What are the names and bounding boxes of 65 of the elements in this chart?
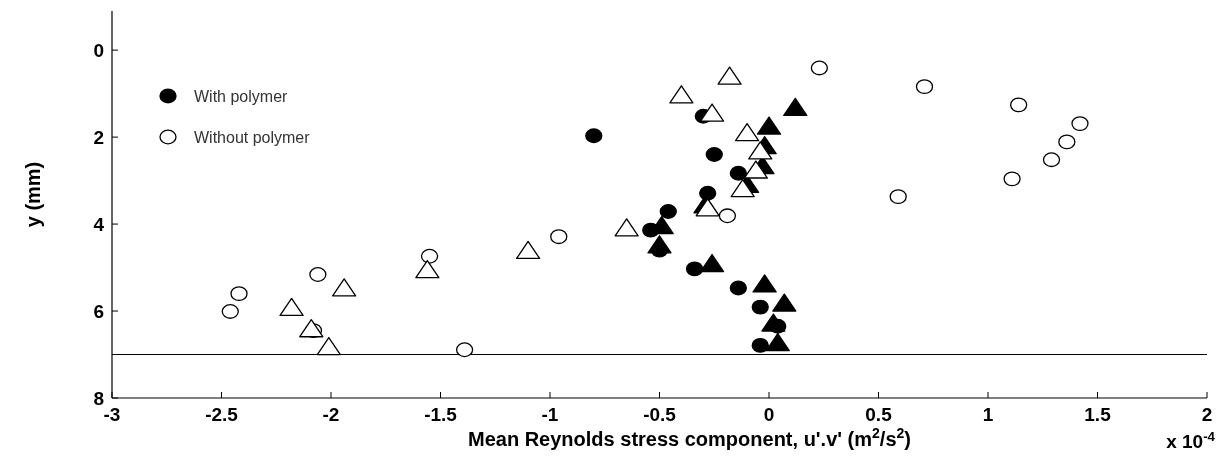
point <box>515 240 541 260</box>
point <box>761 313 786 332</box>
point <box>550 229 568 245</box>
x-tick-label: -2 <box>322 404 340 425</box>
point <box>614 218 639 237</box>
point <box>1010 97 1028 113</box>
x-axis-title: Mean Reynolds stress component, u'.v' (m$^{2}$/s$^{2}$) <box>468 425 911 450</box>
point <box>729 165 747 181</box>
legend-label: With polymer <box>194 87 289 105</box>
point <box>420 248 439 264</box>
point <box>717 66 742 85</box>
legend-label: Without polymer <box>194 128 311 146</box>
x-tick-label: 1.5 <box>1084 404 1112 425</box>
point <box>585 128 603 144</box>
x-tick-label: -1 <box>541 404 559 425</box>
point <box>730 179 755 198</box>
y-tick-label: 8 <box>93 387 104 409</box>
point <box>647 235 672 254</box>
x-tick-label: 0 <box>763 404 775 425</box>
y-tick-label: 2 <box>93 126 104 148</box>
point <box>889 189 907 205</box>
y-tick-label: 4 <box>93 213 105 235</box>
point <box>455 342 474 358</box>
point <box>729 280 747 296</box>
point <box>221 304 239 319</box>
point <box>810 60 829 76</box>
point <box>685 261 704 277</box>
x-tick-label: 0.5 <box>865 404 893 425</box>
y-axis-title: y (mm) <box>22 161 44 228</box>
y-tick-label: 6 <box>93 300 104 322</box>
point <box>299 319 324 338</box>
point <box>699 103 725 122</box>
point <box>1042 152 1061 168</box>
point <box>748 141 773 160</box>
x-tick-label: -2.5 <box>205 404 239 425</box>
x-tick-label: -0.5 <box>643 404 677 425</box>
x-tick-label: 2 <box>1201 404 1213 425</box>
point <box>765 333 790 352</box>
point <box>751 299 769 315</box>
point <box>279 297 304 317</box>
point <box>751 337 769 353</box>
x-tick-label: -1.5 <box>424 404 458 425</box>
point <box>783 97 808 117</box>
point <box>1058 134 1076 150</box>
point <box>734 122 760 142</box>
point <box>309 267 327 282</box>
point <box>772 293 797 312</box>
text: x 10$^{-4}$ <box>1166 428 1216 452</box>
point <box>718 208 737 224</box>
x-tick-label: 1 <box>982 404 994 425</box>
point <box>1003 171 1021 187</box>
point <box>752 274 777 293</box>
point <box>705 147 723 162</box>
point <box>743 160 769 179</box>
x-tick-label: -3 <box>103 404 121 425</box>
point <box>699 253 725 273</box>
point <box>230 286 248 302</box>
point <box>1071 116 1089 132</box>
point <box>915 79 934 95</box>
y-tick-label: 0 <box>93 39 104 61</box>
point <box>669 85 694 104</box>
point <box>331 278 357 297</box>
point <box>659 204 677 219</box>
point <box>415 259 440 279</box>
point <box>756 116 782 135</box>
